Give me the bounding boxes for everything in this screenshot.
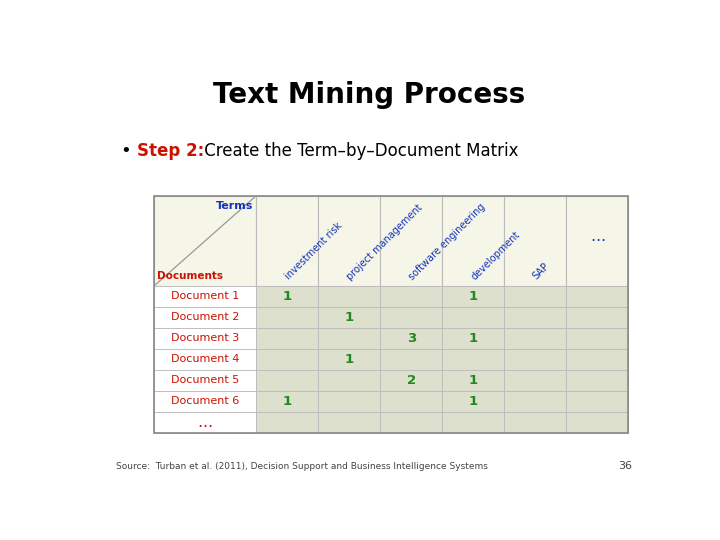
Bar <box>442 412 505 433</box>
Bar <box>567 391 629 412</box>
Bar <box>567 349 629 370</box>
Text: …: … <box>590 229 605 244</box>
Bar <box>380 391 442 412</box>
Text: 1: 1 <box>469 395 478 408</box>
Bar <box>442 370 505 391</box>
Text: Document 4: Document 4 <box>171 354 239 364</box>
Bar <box>380 349 442 370</box>
Text: Document 2: Document 2 <box>171 312 239 322</box>
Text: Source:  Turban et al. (2011), Decision Support and Business Intelligence System: Source: Turban et al. (2011), Decision S… <box>116 462 488 471</box>
Bar <box>154 286 256 307</box>
Text: 1: 1 <box>345 353 354 366</box>
Bar <box>442 286 505 307</box>
Bar <box>567 412 629 433</box>
Text: project management: project management <box>345 202 425 282</box>
Bar <box>318 307 380 328</box>
Text: Document 5: Document 5 <box>171 375 239 386</box>
Text: Text Mining Process: Text Mining Process <box>213 82 525 110</box>
Text: 1: 1 <box>345 311 354 324</box>
Bar <box>442 196 505 286</box>
Text: 1: 1 <box>469 374 478 387</box>
Bar <box>567 328 629 349</box>
Text: 1: 1 <box>283 290 292 303</box>
Bar <box>154 196 256 286</box>
Bar <box>154 412 256 433</box>
Text: 3: 3 <box>407 332 416 345</box>
Text: Document 1: Document 1 <box>171 292 239 301</box>
Bar <box>318 370 380 391</box>
Text: •: • <box>121 141 132 160</box>
Bar <box>505 328 567 349</box>
Text: Step 2:: Step 2: <box>138 141 204 160</box>
Bar <box>567 196 629 286</box>
Bar <box>256 412 318 433</box>
Text: SAP: SAP <box>531 261 552 282</box>
Bar <box>154 196 629 433</box>
Text: 36: 36 <box>618 462 632 471</box>
Bar <box>505 307 567 328</box>
Bar <box>154 349 256 370</box>
Bar <box>442 391 505 412</box>
Bar <box>318 349 380 370</box>
Bar <box>154 307 256 328</box>
Bar <box>154 370 256 391</box>
Bar <box>318 391 380 412</box>
Bar <box>380 412 442 433</box>
Bar <box>154 328 256 349</box>
Bar <box>442 307 505 328</box>
Bar <box>505 391 567 412</box>
Bar <box>380 307 442 328</box>
Text: 2: 2 <box>407 374 416 387</box>
Bar <box>380 286 442 307</box>
Text: Document 6: Document 6 <box>171 396 239 406</box>
Bar <box>442 349 505 370</box>
Text: …: … <box>197 415 212 430</box>
Bar <box>442 328 505 349</box>
Bar <box>380 370 442 391</box>
Bar <box>318 328 380 349</box>
Bar <box>380 328 442 349</box>
Text: Document 3: Document 3 <box>171 333 239 343</box>
Text: Terms: Terms <box>216 201 253 211</box>
Bar <box>256 349 318 370</box>
Bar <box>318 286 380 307</box>
Text: investment risk: investment risk <box>283 221 343 282</box>
Bar <box>505 412 567 433</box>
Bar <box>567 307 629 328</box>
Bar <box>567 370 629 391</box>
Bar <box>318 196 380 286</box>
Text: 1: 1 <box>469 332 478 345</box>
Bar <box>256 391 318 412</box>
Bar <box>567 286 629 307</box>
Bar <box>256 286 318 307</box>
Bar <box>256 328 318 349</box>
Text: 1: 1 <box>283 395 292 408</box>
Bar <box>505 196 567 286</box>
Bar <box>256 196 318 286</box>
Bar <box>380 196 442 286</box>
Text: Create the Term–by–Document Matrix: Create the Term–by–Document Matrix <box>199 141 518 160</box>
Text: 1: 1 <box>469 290 478 303</box>
Text: software engineering: software engineering <box>407 201 487 282</box>
Bar <box>318 412 380 433</box>
Bar <box>505 349 567 370</box>
Bar <box>505 370 567 391</box>
Bar <box>256 307 318 328</box>
Bar <box>256 370 318 391</box>
Text: Documents: Documents <box>157 271 223 281</box>
Bar <box>154 391 256 412</box>
Text: development: development <box>469 229 522 282</box>
Bar <box>505 286 567 307</box>
